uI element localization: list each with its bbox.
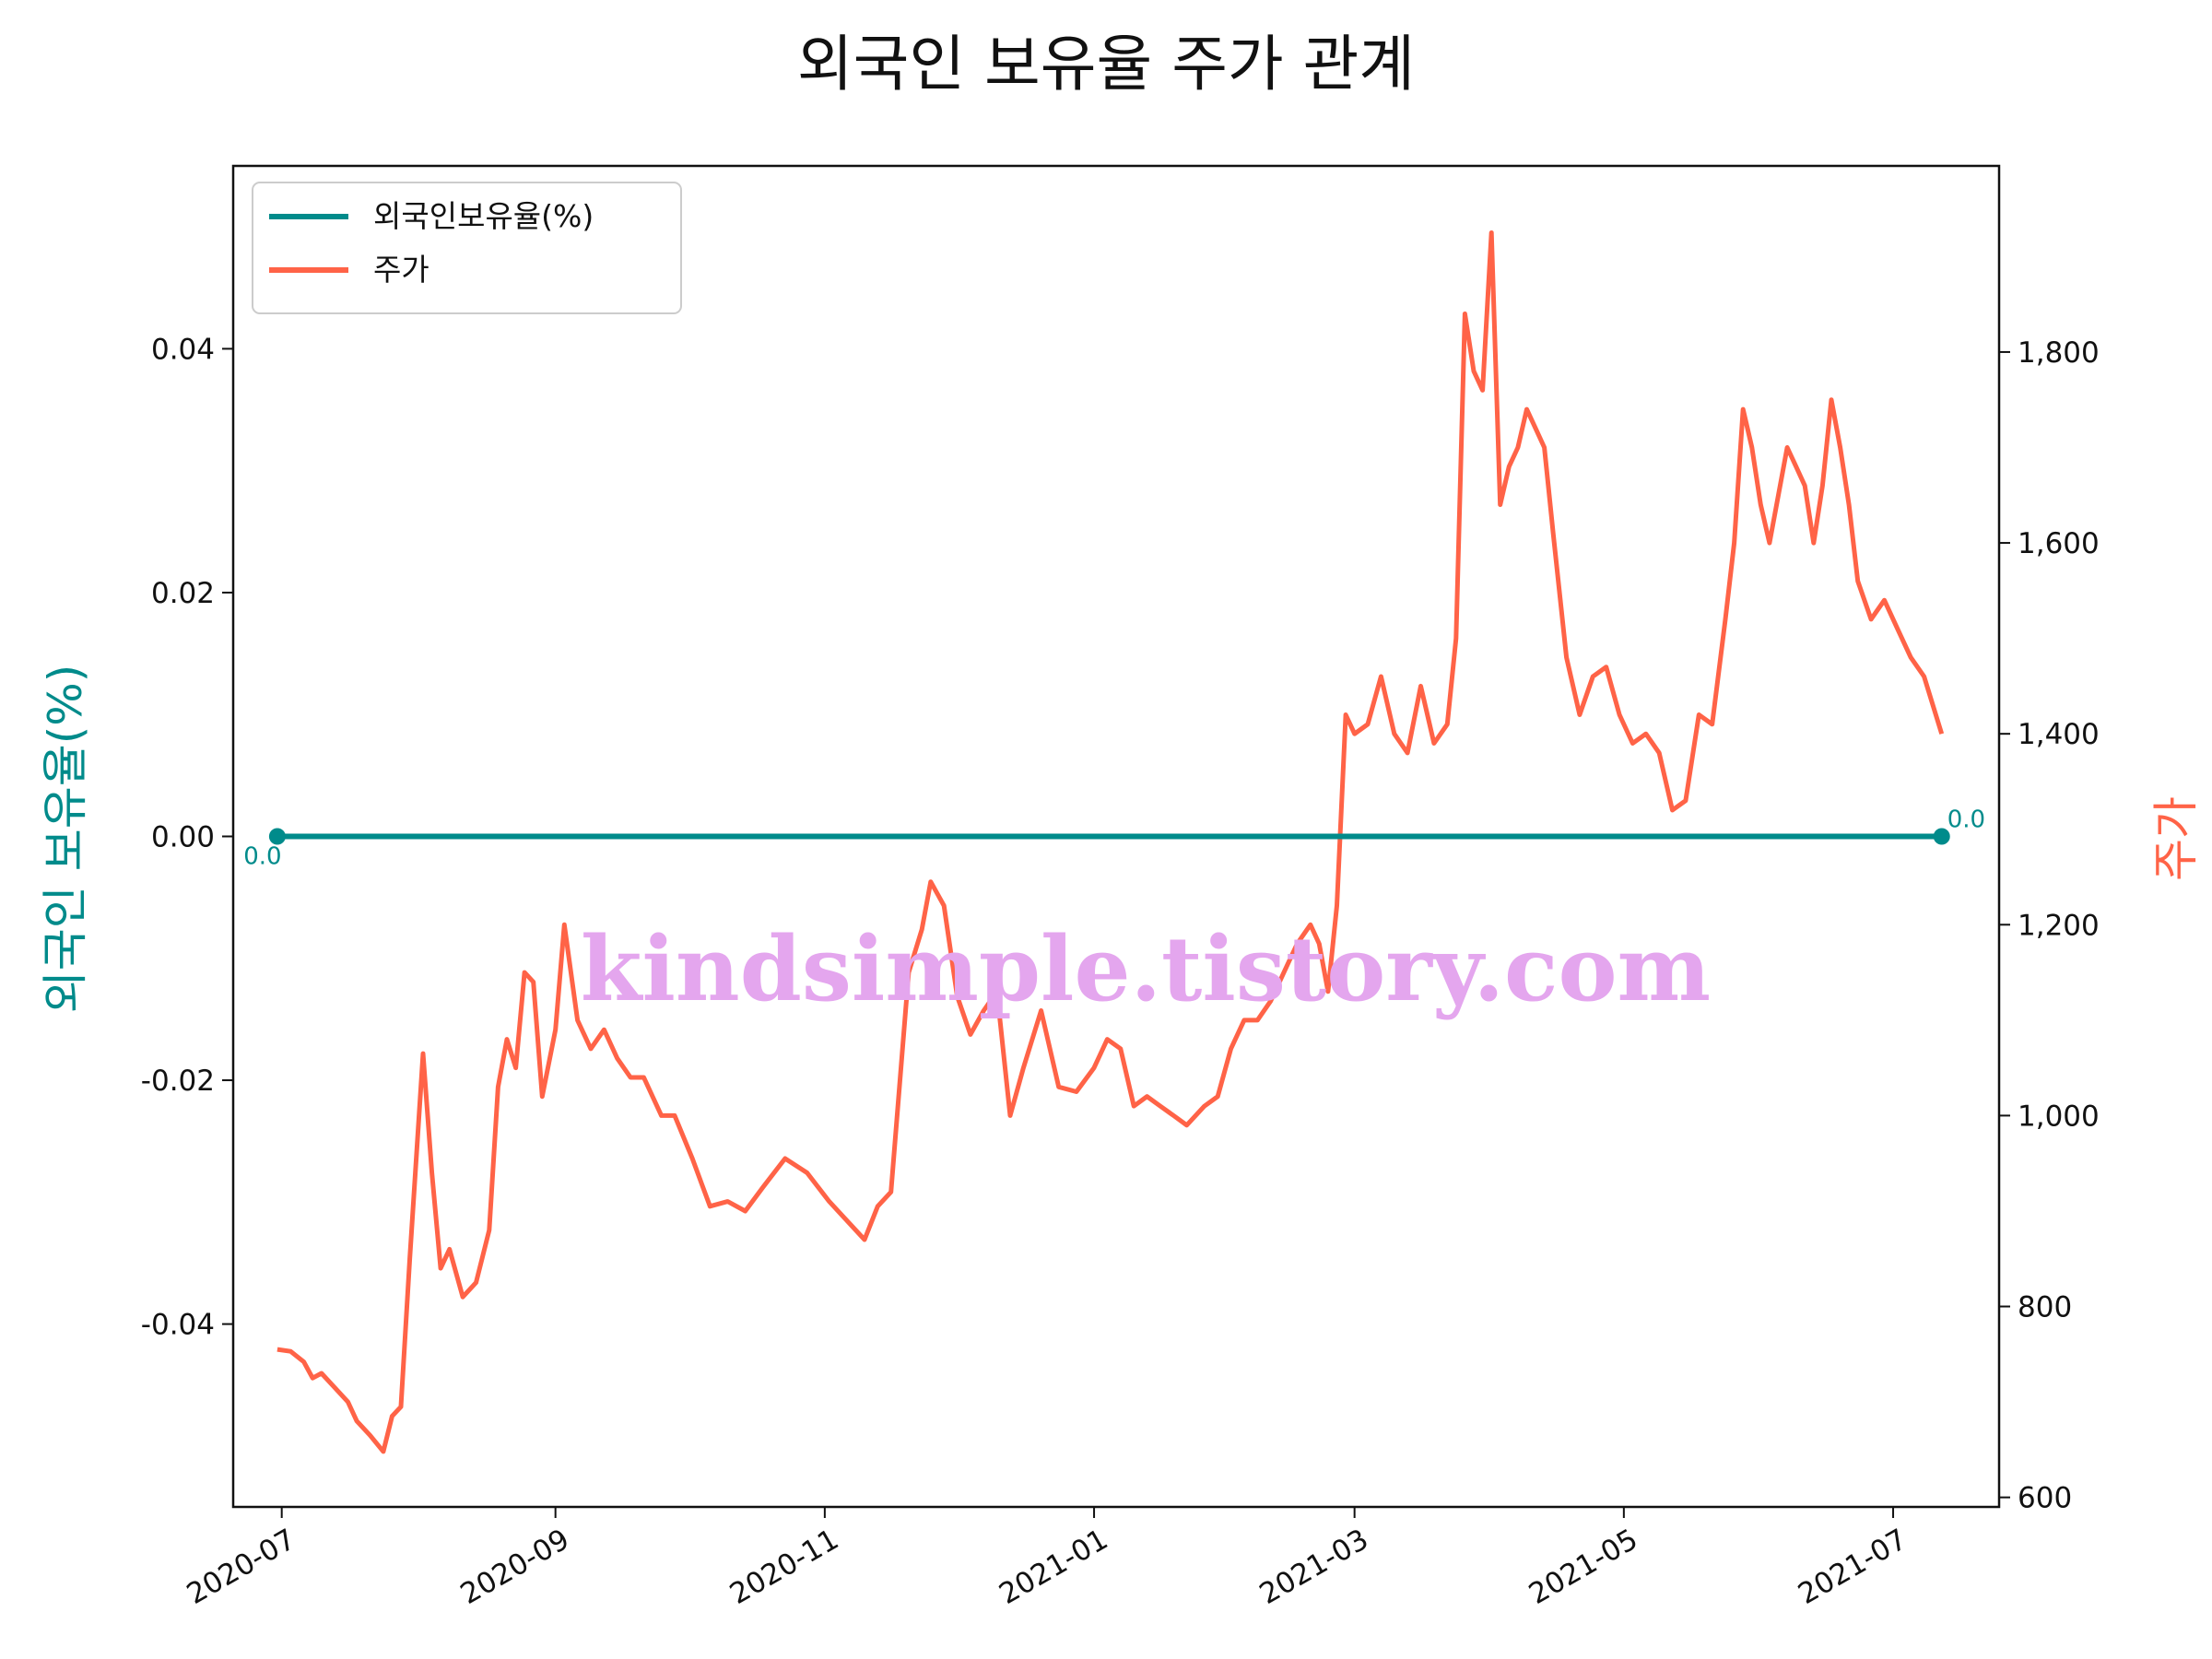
- y-left-tick-label: 0.00: [151, 821, 215, 854]
- x-tick-label: 2021-07: [1793, 1523, 1912, 1611]
- x-tick-label: 2020-09: [455, 1523, 575, 1611]
- x-tick-label: 2021-01: [994, 1523, 1113, 1611]
- holding-point: [1933, 828, 1950, 845]
- y-left-tick-label: 0.02: [151, 577, 215, 610]
- y-right-tick-label: 1,800: [2018, 336, 2100, 370]
- x-tick-label: 2020-11: [724, 1523, 844, 1611]
- series-layer: 0.0 0.0: [243, 230, 1985, 1454]
- y-right-axis-ticks: 1,800 1,600 1,400 1,200 1,000 800 600: [1999, 336, 2100, 1515]
- y-right-tick-label: 800: [2018, 1291, 2072, 1324]
- x-axis-ticks: 2020-07 2020-09 2020-11 2021-01 2021-03 2021-…: [182, 1507, 1912, 1611]
- y-right-tick-label: 600: [2018, 1482, 2072, 1515]
- series-line-price: [276, 230, 1945, 1454]
- y-left-tick-label: -0.04: [141, 1309, 215, 1342]
- y-right-tick-label: 1,000: [2018, 1100, 2100, 1133]
- holding-point: [268, 828, 286, 845]
- legend-box: [252, 182, 682, 314]
- x-tick-label: 2020-07: [182, 1523, 301, 1611]
- watermark-text: kindsimple.tistory.com: [581, 917, 1711, 1021]
- y-left-axis-label: 외국인 보유율(%): [39, 665, 92, 1013]
- y-right-axis-label: 주가: [2149, 796, 2203, 881]
- legend-label-holding: 외국인보유율(%): [373, 198, 594, 234]
- y-right-tick-label: 1,600: [2018, 527, 2100, 560]
- chart-title: 외국인 보유율 주가 관계: [797, 29, 1415, 100]
- y-right-tick-label: 1,400: [2018, 718, 2100, 751]
- y-left-tick-label: -0.02: [141, 1065, 215, 1098]
- y-left-tick-label: 0.04: [151, 333, 215, 366]
- y-left-axis-ticks: 0.04 0.02 0.00 -0.02 -0.04: [141, 333, 233, 1342]
- holding-point-label: 0.0: [243, 843, 281, 871]
- holding-point-label: 0.0: [1947, 806, 1985, 834]
- x-tick-label: 2021-03: [1254, 1523, 1374, 1611]
- legend: 외국인보유율(%) 주가: [252, 182, 682, 314]
- x-tick-label: 2021-05: [1524, 1523, 1643, 1611]
- y-right-tick-label: 1,200: [2018, 909, 2100, 942]
- legend-label-price: 주가: [373, 252, 429, 288]
